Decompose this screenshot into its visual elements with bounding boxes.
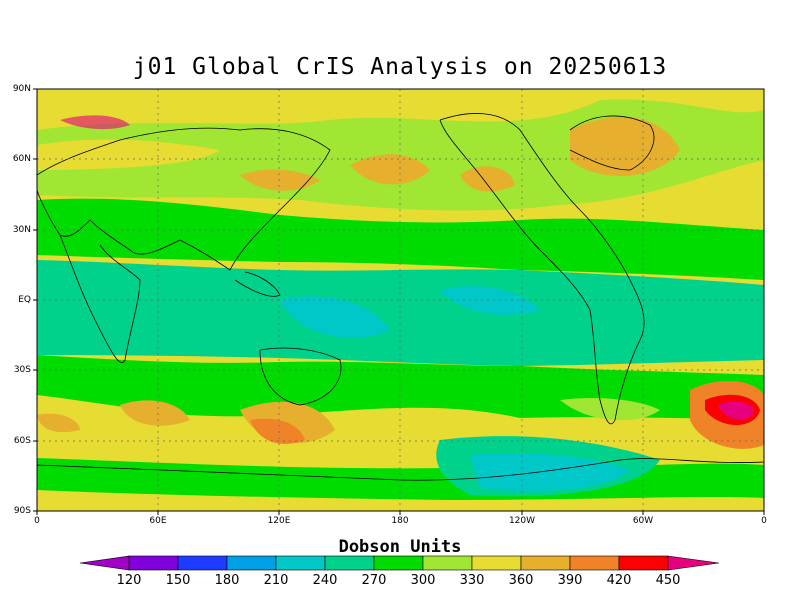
field-band-high-magenta	[718, 401, 754, 420]
lon-label-0-left: 0	[34, 516, 40, 526]
map-title: j01 Global CrIS Analysis on 20250613	[132, 54, 668, 80]
colorbar-segment	[177, 555, 228, 571]
lat-label-eq: EQ	[18, 295, 31, 305]
field-band-tropics-cyan	[280, 296, 390, 338]
colorbar-tick-240: 240	[312, 573, 338, 588]
colorbar-segment	[569, 555, 620, 571]
field-band-tropics-cyan-2	[440, 286, 540, 315]
field-band-south-light-green	[560, 398, 660, 421]
colorbar	[79, 555, 720, 571]
colorbar-segment	[618, 555, 669, 571]
field-band-north-yellow	[37, 139, 220, 170]
field-band-north-green	[37, 198, 764, 280]
colorbar-tick-150: 150	[165, 573, 191, 588]
field-band-north-orange-4	[570, 116, 680, 177]
colorbar-segment	[324, 555, 375, 571]
colorbar-title: Dobson Units	[338, 537, 462, 557]
colorbar-tick-360: 360	[508, 573, 534, 588]
lat-label-60s: 60S	[13, 436, 31, 446]
colorbar-segment	[471, 555, 522, 571]
lat-label-30n: 30N	[12, 225, 31, 235]
field-band-south-orange-3	[37, 413, 80, 433]
coastlines	[37, 113, 764, 481]
lon-label-60e: 60E	[149, 516, 167, 526]
colorbar-arrow-low	[79, 555, 130, 571]
colorbar-segment	[128, 555, 179, 571]
lat-label-90n: 90N	[12, 84, 31, 94]
field-band-north-pink	[60, 115, 130, 130]
colorbar-tick-120: 120	[116, 573, 142, 588]
field-band-tropics	[37, 260, 764, 366]
field-band-south-orange-2	[120, 400, 190, 426]
colorbar-segment	[373, 555, 424, 571]
colorbar-segment	[226, 555, 277, 571]
colorbar-arrow-high	[667, 555, 720, 571]
colorbar-segment	[275, 555, 326, 571]
field-band-antarctic-cyan-2	[470, 453, 630, 491]
colorbar-segment	[520, 555, 571, 571]
lon-label-60w: 60W	[632, 516, 654, 526]
lat-label-90s: 90S	[13, 506, 31, 516]
colorbar-tick-210: 210	[263, 573, 289, 588]
axis-ticks	[33, 88, 765, 515]
lon-label-120e: 120E	[267, 516, 291, 526]
colorbar-tick-330: 330	[459, 573, 485, 588]
colorbar-tick-420: 420	[606, 573, 632, 588]
colorbar-tick-300: 300	[410, 573, 436, 588]
lon-label-120w: 120W	[508, 516, 536, 526]
colorbar-tick-450: 450	[655, 573, 681, 588]
colorbar-segment	[422, 555, 473, 571]
field-band-antarctic-yellow	[37, 490, 764, 511]
field-band-north-orange-1	[240, 169, 320, 191]
lon-label-0-right: 0	[761, 516, 767, 526]
lon-label-180: 180	[391, 516, 409, 526]
field-band-north-orange-2	[350, 154, 430, 185]
colorbar-tick-390: 390	[557, 573, 583, 588]
colorbar-tick-180: 180	[214, 573, 240, 588]
colorbar-tick-270: 270	[361, 573, 387, 588]
lat-label-30s: 30S	[13, 365, 31, 375]
field-band-north-orange-3	[460, 166, 515, 192]
gridlines	[37, 89, 764, 511]
field-band-south-orange-4	[250, 418, 305, 444]
lat-label-60n: 60N	[12, 154, 31, 164]
